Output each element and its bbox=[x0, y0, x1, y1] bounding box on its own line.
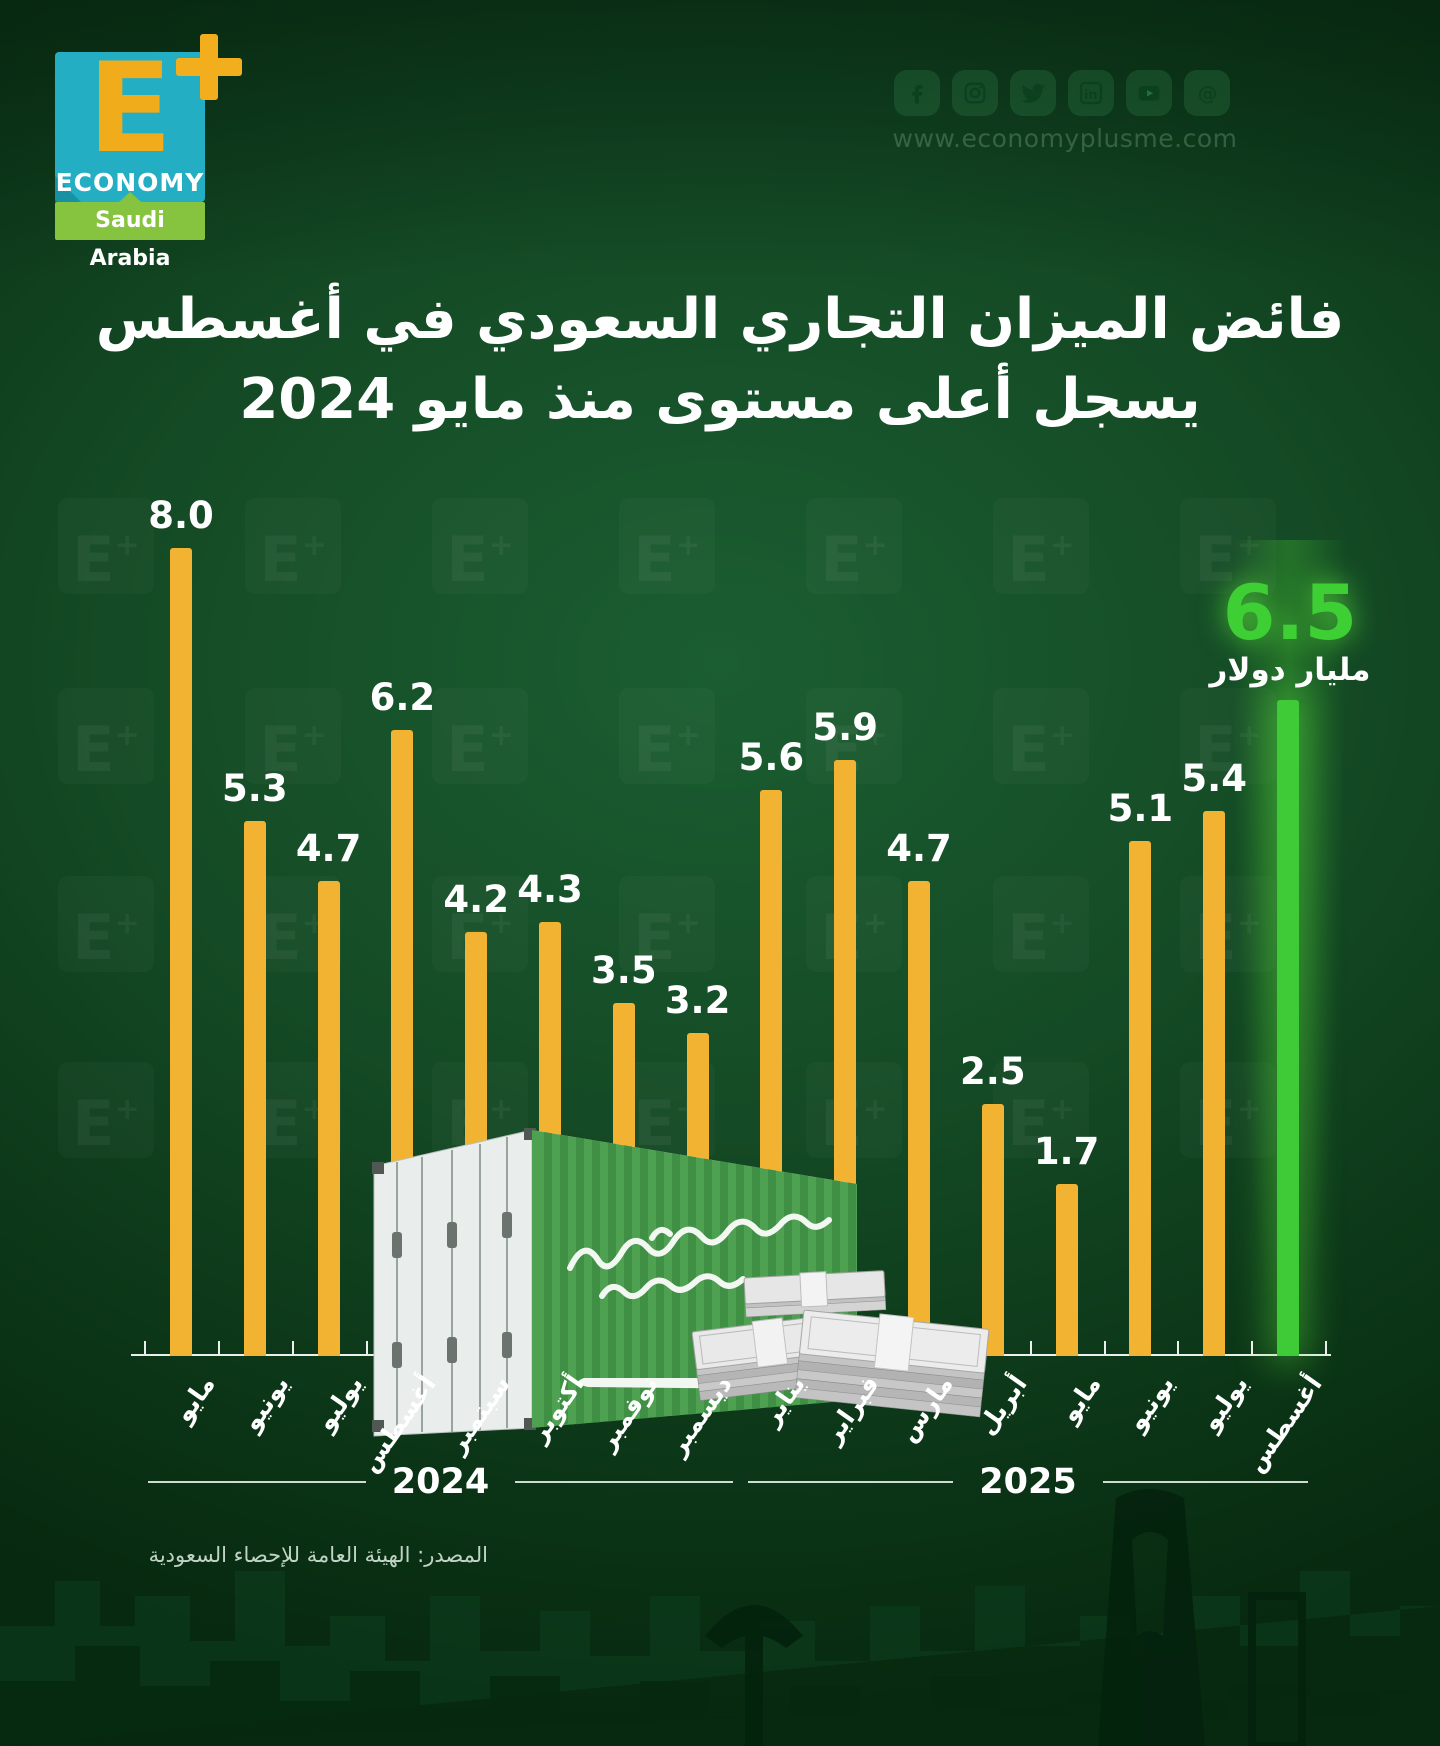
linkedin-icon[interactable]: in bbox=[1068, 70, 1114, 116]
watermark-logo: E+ bbox=[58, 1062, 154, 1160]
watermark-logo: E+ bbox=[619, 688, 715, 786]
social-icons-row: in @ bbox=[894, 70, 1234, 116]
axis-tick bbox=[1177, 1341, 1180, 1354]
bar-value-label: 5.6 bbox=[738, 736, 805, 780]
bar-value-label: 5.9 bbox=[812, 706, 878, 750]
year-label-2025: 2025 bbox=[979, 1462, 1077, 1502]
watermark-logo: E+ bbox=[58, 688, 154, 786]
highlight-value: 6.5 bbox=[1222, 568, 1358, 657]
axis-tick bbox=[1324, 1341, 1327, 1354]
title-line-2: يسجل أعلى مستوى منذ مايو 2024 bbox=[239, 366, 1201, 432]
economy-plus-logo bbox=[55, 52, 205, 202]
bar-value-label: 3.2 bbox=[664, 978, 731, 1022]
axis-tick bbox=[291, 1341, 294, 1354]
bar-highlight bbox=[1277, 699, 1299, 1356]
source-note: المصدر: الهيئة العامة للإحصاء السعودية bbox=[148, 1543, 488, 1567]
watermark-logo: E+ bbox=[619, 876, 715, 974]
logo-letter: E bbox=[87, 37, 173, 181]
year-group-2025: 2025 bbox=[748, 1462, 1309, 1502]
twitter-icon[interactable] bbox=[1010, 70, 1056, 116]
bar-value-label: 1.7 bbox=[1033, 1130, 1100, 1174]
facebook-icon[interactable] bbox=[894, 70, 940, 116]
bar bbox=[908, 881, 930, 1356]
bar-value-label: 4.7 bbox=[295, 827, 362, 871]
bar-value-label: 5.4 bbox=[1181, 756, 1247, 800]
bar-value-label: 5.1 bbox=[1107, 786, 1174, 830]
svg-text:@: @ bbox=[1198, 82, 1218, 105]
bar bbox=[1129, 840, 1152, 1356]
year-divider-line bbox=[1102, 1481, 1309, 1483]
title-line-1: فائض الميزان التجاري السعودي في أغسطس bbox=[95, 287, 1345, 352]
year-divider-line bbox=[515, 1481, 734, 1483]
year-group-2024: 2024 bbox=[148, 1462, 734, 1502]
year-divider-line bbox=[148, 1481, 366, 1483]
watermark-logo: E+ bbox=[1180, 498, 1276, 596]
bar bbox=[170, 548, 192, 1356]
axis-tick bbox=[1251, 1341, 1254, 1354]
bar-value-label: 3.5 bbox=[591, 948, 657, 992]
watermark-logo: E+ bbox=[58, 498, 154, 596]
bar-value-label: 6.2 bbox=[369, 675, 436, 719]
plus-icon bbox=[176, 34, 242, 100]
youtube-icon[interactable] bbox=[1126, 70, 1172, 116]
bar bbox=[243, 820, 266, 1356]
shipping-container-and-money-art bbox=[372, 1128, 990, 1437]
watermark-logo: E+ bbox=[619, 498, 715, 596]
bar-value-label: 4.2 bbox=[443, 877, 509, 921]
bar-value-label: 4.7 bbox=[886, 827, 952, 871]
watermark-logo: E+ bbox=[806, 498, 902, 596]
bar-value-label: 2.5 bbox=[960, 1049, 1026, 1093]
watermark-logo: E+ bbox=[993, 876, 1089, 974]
axis-tick bbox=[217, 1341, 220, 1354]
watermark-logo: E+ bbox=[993, 688, 1089, 786]
year-divider-line bbox=[748, 1481, 954, 1483]
watermark-logo: E+ bbox=[432, 498, 528, 596]
threads-icon[interactable]: @ bbox=[1184, 70, 1230, 116]
watermark-logo: E+ bbox=[993, 498, 1089, 596]
bar bbox=[1203, 810, 1226, 1356]
watermark-logo: E+ bbox=[993, 1062, 1089, 1160]
axis-tick bbox=[1103, 1341, 1106, 1354]
infographic-title: فائض الميزان التجاري السعودي في أغسطس يس… bbox=[0, 280, 1440, 439]
bar-value-label: 5.3 bbox=[222, 766, 288, 810]
bar bbox=[317, 881, 340, 1356]
watermark-logo: E+ bbox=[1180, 688, 1276, 786]
bar bbox=[981, 1103, 1004, 1356]
logo-region-banner: Saudi Arabia bbox=[55, 192, 205, 271]
watermark-logo: E+ bbox=[58, 876, 154, 974]
watermark-logo: E+ bbox=[245, 688, 341, 786]
instagram-icon[interactable] bbox=[952, 70, 998, 116]
bar bbox=[1055, 1184, 1078, 1356]
axis-tick bbox=[365, 1341, 368, 1354]
year-label-2024: 2024 bbox=[391, 1462, 490, 1502]
bar-value-label: 8.0 bbox=[148, 494, 214, 537]
svg-text:in: in bbox=[1084, 88, 1098, 103]
watermark-logo: E+ bbox=[432, 688, 528, 786]
city-skyline bbox=[0, 1489, 1440, 1746]
website-url[interactable]: www.economyplusme.com bbox=[892, 124, 1238, 153]
watermark-logo: E+ bbox=[245, 498, 341, 596]
axis-tick bbox=[144, 1341, 147, 1354]
bar-value-label: 4.3 bbox=[517, 867, 583, 911]
axis-tick bbox=[1029, 1341, 1032, 1354]
highlight-unit: مليار دولار bbox=[1209, 652, 1371, 688]
